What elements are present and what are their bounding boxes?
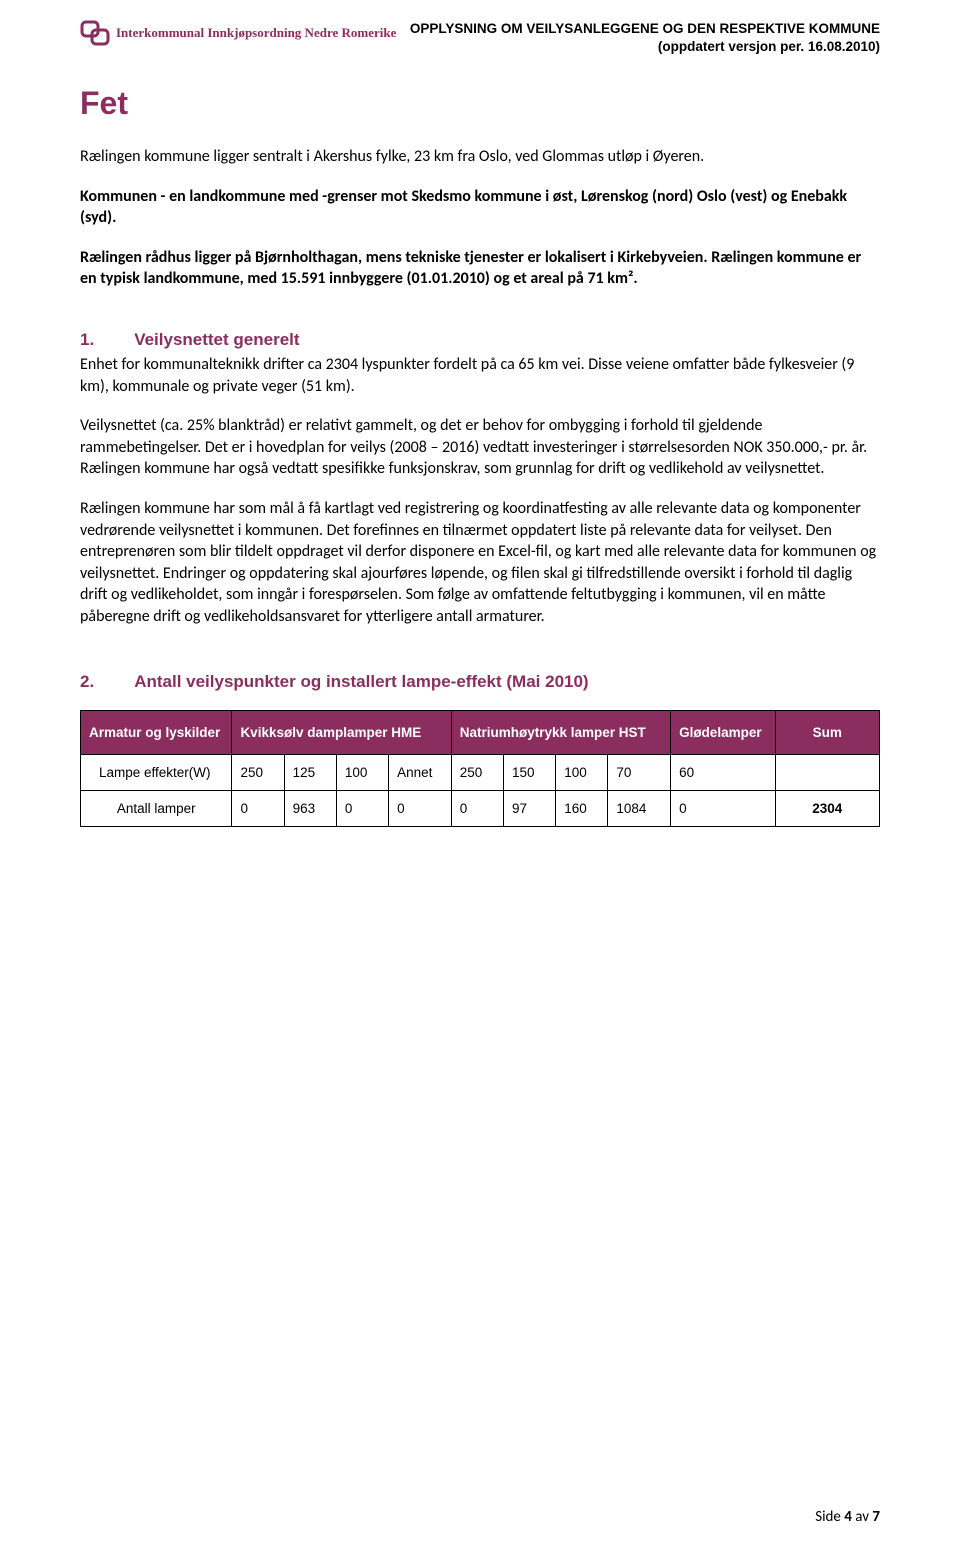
cell <box>775 754 880 790</box>
intro-para-1: Rælingen kommune ligger sentralt i Akers… <box>80 146 880 168</box>
row-label-antall: Antall lamper <box>81 790 232 826</box>
row-label-effekt: Lampe effekter(W) <box>81 754 232 790</box>
th-glode: Glødelamper <box>671 710 775 754</box>
section-2-num: 2. <box>80 672 94 692</box>
section-1-para-2: Veilysnettet (ca. 25% blanktråd) er rela… <box>80 415 880 480</box>
section-1-heading: 1. Veilysnettet generelt <box>80 330 880 350</box>
section-1-para-3: Rælingen kommune har som mål å få kartla… <box>80 498 880 628</box>
cell: 97 <box>503 790 555 826</box>
cell-sum: 2304 <box>775 790 880 826</box>
intro-para-3: Rælingen rådhus ligger på Bjørnholthagan… <box>80 247 880 290</box>
header-line2: (oppdatert versjon per. 16.08.2010) <box>410 38 880 56</box>
th-sum: Sum <box>775 710 880 754</box>
intro-para-2: Kommunen - en landkommune med -grenser m… <box>80 186 880 229</box>
th-hst: Natriumhøytrykk lamper HST <box>451 710 670 754</box>
page-footer: Side 4 av 7 <box>815 1508 880 1526</box>
footer-av: av <box>852 1508 873 1526</box>
section-1-title: Veilysnettet generelt <box>134 330 299 350</box>
cell: 0 <box>671 790 775 826</box>
table-row: Lampe effekter(W) 250 125 100 Annet 250 … <box>81 754 880 790</box>
cell: 70 <box>608 754 671 790</box>
cell: 250 <box>451 754 503 790</box>
cell: 963 <box>284 790 336 826</box>
th-armatur: Armatur og lyskilder <box>81 710 232 754</box>
cell: 0 <box>336 790 388 826</box>
cell: 250 <box>232 754 284 790</box>
th-hme: Kvikksølv damplamper HME <box>232 710 451 754</box>
cell: Annet <box>389 754 452 790</box>
footer-side: Side <box>815 1508 844 1526</box>
table-header-row: Armatur og lyskilder Kvikksølv damplampe… <box>81 710 880 754</box>
cell: 125 <box>284 754 336 790</box>
header-line1: OPPLYSNING OM VEILYSANLEGGENE OG DEN RES… <box>410 20 880 38</box>
logo-block: Interkommunal Innkjøpsordning Nedre Rome… <box>80 20 396 46</box>
cell: 150 <box>503 754 555 790</box>
cell: 160 <box>556 790 608 826</box>
section-1-para-1: Enhet for kommunalteknikk drifter ca 230… <box>80 354 880 397</box>
footer-page-num: 4 <box>844 1508 852 1526</box>
chain-link-icon <box>80 20 110 46</box>
cell: 100 <box>336 754 388 790</box>
section-1-num: 1. <box>80 330 94 350</box>
cell: 0 <box>232 790 284 826</box>
section-2-heading: 2. Antall veilyspunkter og installert la… <box>80 672 880 692</box>
lamp-table: Armatur og lyskilder Kvikksølv damplampe… <box>80 710 880 827</box>
footer-page-total: 7 <box>872 1508 880 1526</box>
logo-text: Interkommunal Innkjøpsordning Nedre Rome… <box>116 25 396 41</box>
page-header: Interkommunal Innkjøpsordning Nedre Rome… <box>80 20 880 55</box>
cell: 0 <box>389 790 452 826</box>
header-right: OPPLYSNING OM VEILYSANLEGGENE OG DEN RES… <box>410 20 880 55</box>
cell: 60 <box>671 754 775 790</box>
section-2-title: Antall veilyspunkter og installert lampe… <box>134 672 588 692</box>
cell: 1084 <box>608 790 671 826</box>
table-row: Antall lamper 0 963 0 0 0 97 160 1084 0 … <box>81 790 880 826</box>
cell: 0 <box>451 790 503 826</box>
cell: 100 <box>556 754 608 790</box>
page-title: Fet <box>80 85 880 122</box>
